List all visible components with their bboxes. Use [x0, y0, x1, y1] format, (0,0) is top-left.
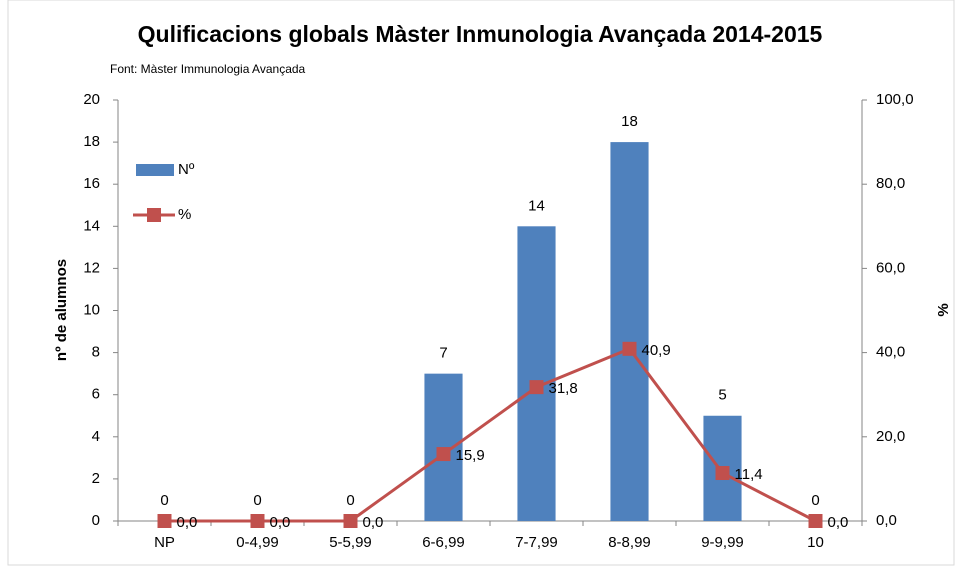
line-marker	[715, 466, 730, 481]
line-marker	[157, 514, 172, 528]
x-tick-label: 9-9,99	[701, 534, 744, 551]
y2-tick-label: 0,0	[876, 512, 897, 529]
y-tick-label: 16	[83, 175, 100, 192]
bar-value-label: 0	[811, 492, 819, 509]
y2-tick-label: 80,0	[876, 175, 905, 192]
chart-subtitle: Font: Màster Immunologia Avançada	[110, 62, 306, 76]
y2-tick-label: 20,0	[876, 428, 905, 445]
legend-label: %	[178, 206, 191, 223]
y-tick-label: 18	[83, 133, 100, 150]
legend-label: Nº	[178, 161, 195, 178]
y-tick-label: 8	[92, 344, 100, 361]
line-value-label: 15,9	[456, 447, 485, 464]
line-value-label: 0,0	[270, 514, 291, 531]
x-tick-label: 0-4,99	[236, 534, 279, 551]
y-tick-label: 2	[92, 470, 100, 487]
line-value-label: 40,9	[642, 342, 671, 359]
line-marker	[250, 514, 265, 528]
x-tick-label: NP	[154, 534, 175, 551]
line-marker	[622, 341, 637, 356]
bar	[610, 142, 649, 521]
y-tick-label: 6	[92, 386, 100, 403]
bar-value-label: 5	[718, 387, 726, 404]
y2-axis-label: %	[935, 303, 952, 316]
y2-tick-label: 60,0	[876, 259, 905, 276]
x-tick-label: 6-6,99	[422, 534, 465, 551]
line	[164, 346, 817, 523]
line-marker	[529, 380, 544, 395]
y-tick-label: 0	[92, 512, 100, 529]
chart-frame	[7, 0, 955, 566]
x-tick-label: 7-7,99	[515, 534, 558, 551]
bar	[517, 226, 556, 522]
bar-value-label: 18	[621, 113, 638, 130]
y-tick-label: 12	[83, 259, 100, 276]
y-tick-label: 4	[92, 428, 100, 445]
line-marker	[808, 514, 823, 528]
legend-swatch	[136, 164, 174, 176]
bar-value-label: 7	[439, 345, 447, 362]
y-tick-label: 20	[83, 91, 100, 108]
y-axis-label: nº de alumnos	[53, 259, 70, 361]
line-value-label: 0,0	[363, 514, 384, 531]
line-value-label: 0,0	[177, 514, 198, 531]
y2-tick-label: 40,0	[876, 344, 905, 361]
y2-tick-label: 100,0	[876, 91, 914, 108]
line-marker	[436, 447, 451, 462]
chart-title: Qulificacions globals Màster Inmunologia…	[138, 21, 823, 47]
x-tick-label: 8-8,99	[608, 534, 651, 551]
x-tick-label: 10	[807, 534, 824, 551]
x-tick-label: 5-5,99	[329, 534, 372, 551]
line-marker	[343, 514, 358, 528]
bar-value-label: 0	[253, 492, 261, 509]
y-tick-label: 10	[83, 301, 100, 318]
bar-value-label: 0	[160, 492, 168, 509]
line-value-label: 11,4	[735, 466, 763, 483]
bar-value-label: 0	[346, 492, 354, 509]
legend-swatch	[147, 208, 161, 222]
line-value-label: 31,8	[549, 380, 578, 397]
bar-value-label: 14	[528, 197, 545, 214]
y-tick-label: 14	[83, 217, 100, 234]
line-value-label: 0,0	[828, 514, 849, 531]
